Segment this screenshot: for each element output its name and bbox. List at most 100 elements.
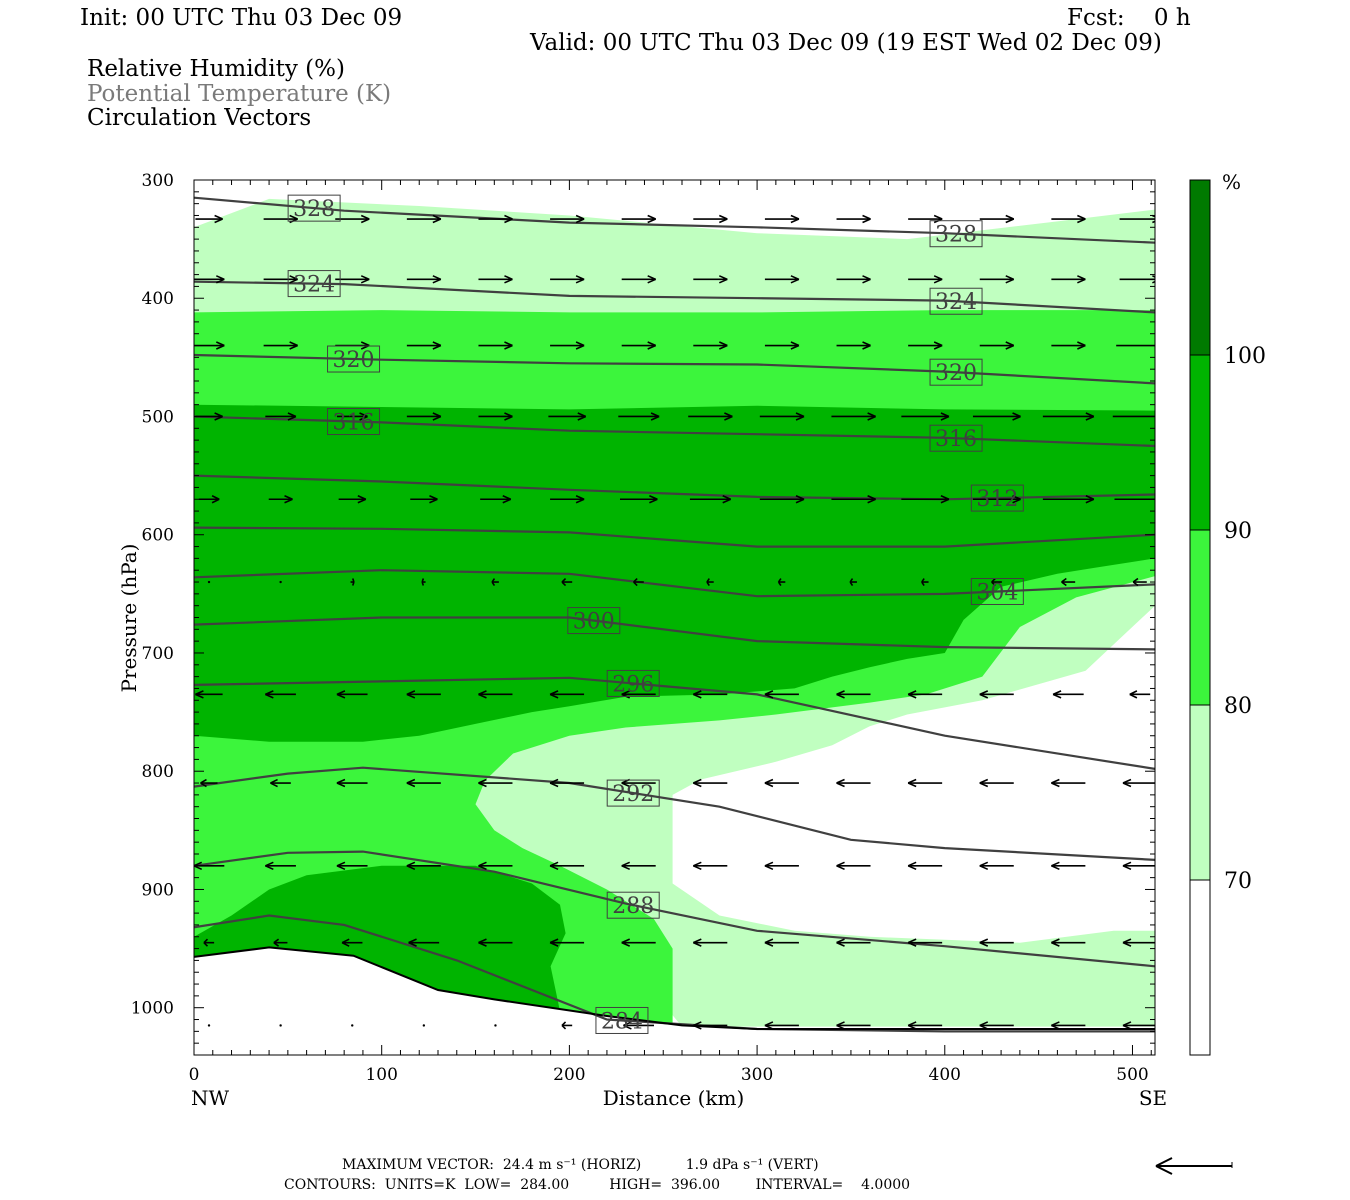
theta-contour-label: 328 xyxy=(929,220,983,248)
circulation-vector xyxy=(478,690,513,699)
circulation-vector xyxy=(421,578,426,586)
circulation-vector xyxy=(265,690,296,699)
circulation-vector xyxy=(279,580,282,584)
y-tick-label: 1000 xyxy=(131,999,174,1019)
below-ground-area xyxy=(194,947,1155,1055)
svg-text:292: 292 xyxy=(612,782,654,807)
circulation-vector xyxy=(623,1021,654,1030)
circulation-vector xyxy=(341,938,363,947)
circulation-vector xyxy=(1051,861,1086,871)
circulation-vector xyxy=(338,495,367,504)
svg-text:316: 316 xyxy=(935,427,977,452)
circulation-vector xyxy=(549,861,585,871)
circulation-vector xyxy=(263,275,298,284)
circulation-vector xyxy=(621,275,657,284)
circulation-vector xyxy=(619,495,658,504)
init-time: Init: 00 UTC Thu 03 Dec 09 xyxy=(80,5,403,31)
rh-region-90 xyxy=(194,404,1155,1012)
theta-contour-316 xyxy=(194,415,1155,448)
circulation-vector xyxy=(979,275,1015,284)
circulation-vector xyxy=(693,341,728,350)
x-tick-label: 300 xyxy=(741,1065,773,1085)
circulation-vector xyxy=(1051,1021,1086,1030)
circulation-vector xyxy=(478,861,513,871)
circulation-vector xyxy=(621,341,657,350)
svg-text:324: 324 xyxy=(293,273,335,298)
circulation-vector xyxy=(1061,577,1076,587)
theta-contour-320 xyxy=(194,353,1155,385)
theta-contour-label: 316 xyxy=(929,424,983,452)
svg-text:320: 320 xyxy=(935,361,977,386)
circulation-vector xyxy=(836,690,871,699)
circulation-vector xyxy=(1052,690,1084,699)
y-tick-label: 400 xyxy=(142,289,174,309)
circulation-vector xyxy=(921,578,929,586)
theta-contour-label: 324 xyxy=(929,287,983,315)
circulation-vector xyxy=(270,778,291,788)
svg-text:328: 328 xyxy=(935,223,977,248)
theta-contour-328 xyxy=(194,196,1155,244)
theta-contour-label: 284 xyxy=(595,1006,649,1034)
circulation-vector xyxy=(908,275,943,284)
max-vector-note: MAXIMUM VECTOR: 24.4 m s⁻¹ (HORIZ) 1.9 d… xyxy=(342,1157,819,1173)
circulation-vector xyxy=(200,778,218,788)
colorbar-tick-label: 70 xyxy=(1224,869,1252,894)
circulation-vector xyxy=(273,938,288,947)
circulation-vector xyxy=(907,690,943,699)
field-vectors-label: Circulation Vectors xyxy=(87,105,312,131)
circulation-vector xyxy=(1112,415,1155,418)
circulation-vector xyxy=(692,778,728,788)
x-tick-label: 0 xyxy=(189,1065,200,1085)
circulation-vector xyxy=(335,275,370,284)
circulation-vector xyxy=(1051,275,1086,284)
circulation-vector xyxy=(759,495,805,504)
circulation-vector xyxy=(979,341,1015,350)
circulation-vector xyxy=(1051,214,1086,224)
circulation-vector xyxy=(692,1021,728,1030)
colorbar-segment xyxy=(1189,529,1211,706)
circulation-vector xyxy=(979,778,1014,788)
theta-contour-324 xyxy=(194,280,1155,314)
x-tick-label: 500 xyxy=(1116,1065,1148,1085)
circulation-vector xyxy=(777,578,786,586)
circulation-vector xyxy=(422,1024,426,1027)
circulation-vector xyxy=(1114,498,1155,501)
x-tick-label: 100 xyxy=(365,1065,397,1085)
colorbar-unit: % xyxy=(1222,170,1241,194)
circulation-vector xyxy=(907,861,943,871)
theta-contour-304 xyxy=(194,569,1155,598)
svg-text:288: 288 xyxy=(612,894,654,919)
circulation-vector xyxy=(478,214,513,224)
circulation-vector xyxy=(706,578,714,586)
circulation-vector xyxy=(203,938,215,947)
circulation-vector xyxy=(268,495,293,504)
circulation-vector xyxy=(979,690,1014,699)
circulation-vector xyxy=(265,412,297,421)
theta-contour-296 xyxy=(194,676,1155,770)
circulation-vector xyxy=(550,275,585,284)
circulation-vector xyxy=(406,861,441,871)
circulation-vector xyxy=(764,938,799,947)
circulation-vector xyxy=(1051,778,1086,788)
theta-contour-label: 320 xyxy=(929,358,983,386)
circulation-vector xyxy=(1129,690,1151,699)
circulation-vector xyxy=(831,412,876,421)
theta-contour-label: 316 xyxy=(327,408,381,436)
y-axis-label: Pressure (hPa) xyxy=(117,544,141,693)
circulation-vector xyxy=(688,412,733,421)
colorbar-segment xyxy=(1189,354,1211,531)
circulation-vector xyxy=(406,214,442,224)
circulation-vector xyxy=(764,861,799,871)
circulation-vector xyxy=(406,412,442,421)
y-tick-label: 700 xyxy=(142,644,174,664)
circulation-vector xyxy=(1132,577,1147,587)
x-end-label-left: NW xyxy=(191,1086,230,1110)
circulation-vector xyxy=(836,214,871,224)
theta-contour-label: 324 xyxy=(287,270,341,298)
circulation-vector xyxy=(908,341,943,350)
theta-contour-label: 304 xyxy=(970,577,1024,605)
colorbar-segment xyxy=(1189,704,1211,881)
circulation-vector xyxy=(549,778,585,788)
svg-text:312: 312 xyxy=(976,487,1018,512)
circulation-vector xyxy=(979,938,1014,947)
